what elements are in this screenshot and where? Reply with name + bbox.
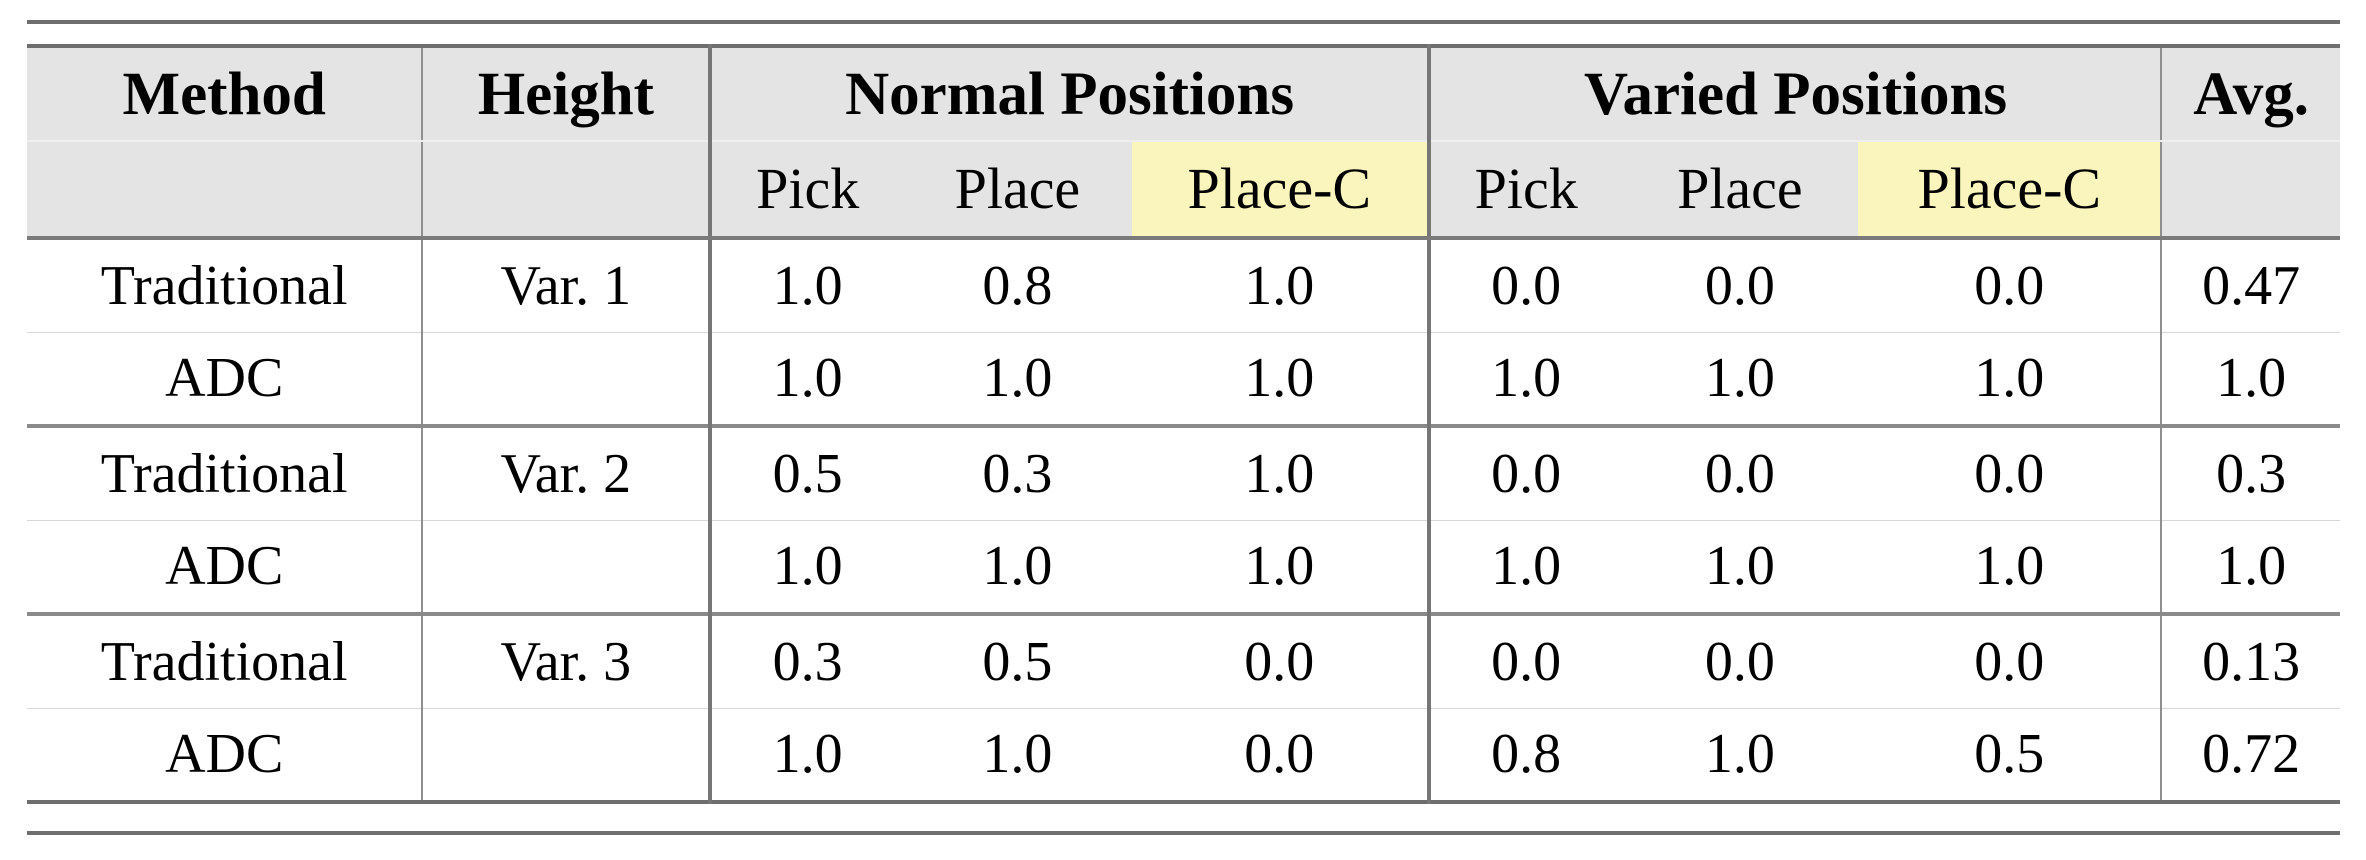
table-row-var1-traditional: Traditional Var. 1 1.0 0.8 1.0 0.0 0.0 0… (27, 238, 2340, 332)
cell-normal-place-c: 1.0 (1131, 424, 1429, 520)
subcol-header-normal-pick: Pick (708, 141, 903, 240)
cell-varied-place-c: 0.5 (1858, 707, 2162, 802)
cell-normal-place-c: 1.0 (1131, 331, 1429, 426)
cell-varied-pick: 1.0 (1426, 519, 1622, 614)
cell-height (421, 707, 711, 802)
cell-avg: 0.13 (2160, 612, 2340, 708)
cell-height: Var. 3 (421, 612, 711, 708)
subcol-header-normal-place: Place (903, 141, 1132, 240)
col-header-method: Method (27, 46, 423, 142)
cell-method: Traditional (27, 612, 423, 708)
cell-normal-place: 0.8 (982, 254, 1053, 317)
cell-normal-pick: 1.0 (708, 238, 903, 332)
subcol-spacer-height (421, 141, 711, 240)
subcol-header-normal-place-c-highlighted: Place-C (1131, 141, 1429, 240)
cell-method: ADC (27, 707, 423, 802)
cell-normal-place: 1.0 (903, 519, 1132, 614)
cell-method: Traditional (100, 254, 348, 317)
cell-varied-place: 1.0 (1621, 331, 1859, 426)
cell-normal-place-c: 0.0 (1131, 707, 1429, 802)
cell-normal-place-c: 1.0 (1244, 254, 1315, 317)
cell-height: Var. 2 (421, 424, 711, 520)
cell-normal-pick: 0.3 (708, 612, 903, 708)
cell-normal-place-c: 1.0 (1131, 519, 1429, 614)
cell-varied-place: 1.0 (1621, 707, 1859, 802)
cell-normal-pick: 0.5 (708, 424, 903, 520)
col-header-normal-positions: Normal Positions (708, 46, 1429, 142)
col-header-avg: Avg. (2160, 46, 2340, 142)
cell-varied-pick: 0.0 (1426, 238, 1622, 332)
cell-method: Traditional (27, 424, 423, 520)
cell-normal-pick: 1.0 (708, 707, 903, 802)
header-row-groups: Method Height Normal Positions Varied Po… (27, 46, 2340, 142)
cell-height: Var. 1 (421, 238, 711, 332)
cell-normal-place: 1.0 (903, 331, 1132, 426)
col-header-height: Height (421, 46, 711, 142)
cell-normal-pick: 1.0 (708, 519, 903, 614)
cell-normal-place: 0.3 (903, 424, 1132, 520)
cell-height (421, 331, 711, 426)
cell-avg: 0.3 (2160, 424, 2340, 520)
header-row-subcolumns: Pick Place Place-C Pick Place Place-C (27, 141, 2340, 240)
subcol-spacer-method (27, 141, 423, 240)
cell-avg: 0.47 (2160, 238, 2340, 332)
results-table: Method Height Normal Positions Varied Po… (27, 44, 2340, 804)
table-row-var3-traditional: Traditional Var. 3 0.3 0.5 0.0 0.0 0.0 0… (27, 612, 2340, 708)
cell-normal-place: 0.5 (903, 612, 1132, 708)
cell-method: ADC (27, 331, 423, 426)
cell-varied-place-c: 0.0 (1858, 612, 2162, 708)
top-outer-rule (27, 20, 2340, 24)
cell-avg: 0.72 (2160, 707, 2340, 802)
subcol-spacer-avg (2160, 141, 2340, 240)
cell-varied-pick: 0.0 (1426, 424, 1622, 520)
table-row-var1-adc: ADC 1.0 1.0 1.0 1.0 1.0 1.0 1.0 (27, 331, 2340, 426)
cell-varied-place-c: 1.0 (1858, 519, 2162, 614)
cell-avg: 1.0 (2160, 519, 2340, 614)
bottom-outer-rule (27, 831, 2340, 835)
cell-normal-pick: 1.0 (708, 331, 903, 426)
cell-varied-pick: 1.0 (1426, 331, 1622, 426)
col-header-varied-positions: Varied Positions (1426, 46, 2162, 142)
cell-varied-place: 0.0 (1621, 424, 1859, 520)
cell-varied-pick: 0.0 (1426, 612, 1622, 708)
cell-varied-place: 0.0 (1704, 254, 1775, 317)
cell-varied-place-c: 0.0 (1974, 254, 2045, 317)
subcol-header-varied-place-c-highlighted: Place-C (1858, 141, 2162, 240)
cell-varied-place: 1.0 (1621, 519, 1859, 614)
cell-varied-place: 0.0 (1621, 612, 1859, 708)
cell-varied-place-c: 1.0 (1858, 331, 2162, 426)
subcol-header-varied-place: Place (1621, 141, 1859, 240)
table-row-var2-traditional: Traditional Var. 2 0.5 0.3 1.0 0.0 0.0 0… (27, 424, 2340, 520)
subcol-header-varied-pick: Pick (1426, 141, 1622, 240)
table-row-var3-adc: ADC 1.0 1.0 0.0 0.8 1.0 0.5 0.72 (27, 707, 2340, 802)
cell-normal-place: 1.0 (903, 707, 1132, 802)
cell-avg: 1.0 (2160, 331, 2340, 426)
cell-varied-pick: 0.8 (1426, 707, 1622, 802)
cell-height (421, 519, 711, 614)
table-row-var2-adc: ADC 1.0 1.0 1.0 1.0 1.0 1.0 1.0 (27, 519, 2340, 614)
cell-normal-place-c: 0.0 (1131, 612, 1429, 708)
cell-method: ADC (27, 519, 423, 614)
cell-varied-place-c: 0.0 (1858, 424, 2162, 520)
